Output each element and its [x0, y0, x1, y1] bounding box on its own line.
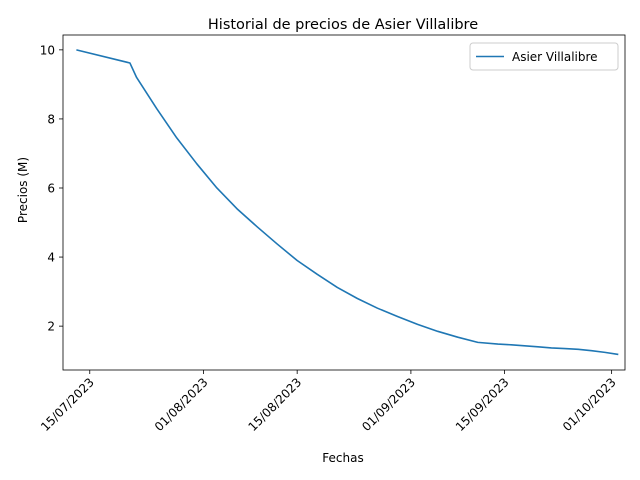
y-tick-label: 8: [47, 112, 55, 126]
y-tick-label: 2: [47, 320, 55, 334]
y-tick-label: 6: [47, 181, 55, 195]
series-line-asier-villalibre: [76, 49, 619, 356]
y-axis-label: Precios (M): [16, 157, 30, 223]
x-axis-label: Fechas: [322, 451, 363, 465]
plot-frame: [62, 34, 626, 371]
chart-title: Historial de precios de Asier Villalibre: [208, 17, 478, 33]
y-tick-label: 4: [47, 251, 55, 265]
legend-label: Asier Villalibre: [512, 50, 598, 64]
legend-box: [469, 42, 619, 71]
legend: Asier Villalibre: [469, 42, 619, 71]
y-tick-label: 10: [40, 43, 55, 57]
